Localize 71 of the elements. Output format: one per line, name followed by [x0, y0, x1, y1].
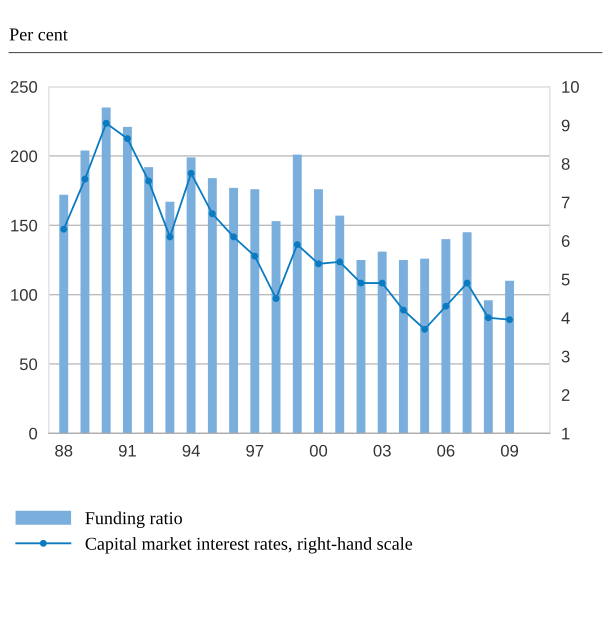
y2-tick-label: 2	[562, 389, 570, 401]
point	[506, 316, 514, 324]
y-tick-label: 200	[10, 150, 38, 162]
point	[421, 326, 428, 333]
bar	[462, 232, 472, 434]
y2-tick-label: 9	[562, 120, 570, 132]
point	[145, 178, 152, 184]
y-tick-label: 100	[11, 289, 38, 301]
y2-tick-label: 6	[562, 235, 570, 247]
bar	[208, 178, 217, 434]
x-tick-label: 00	[310, 444, 328, 457]
bar	[420, 258, 430, 434]
point	[166, 233, 174, 240]
y2-tick-label: 5	[562, 274, 570, 286]
point	[60, 226, 68, 233]
point	[124, 135, 131, 142]
bar	[378, 252, 387, 434]
x-tick-label: 06	[437, 444, 454, 457]
point	[400, 306, 407, 314]
bar	[122, 126, 132, 434]
legend-label: Funding ratio	[85, 512, 182, 528]
point	[464, 280, 471, 287]
bar	[186, 157, 196, 434]
point	[378, 280, 386, 287]
y-tick-label: 250	[10, 81, 38, 93]
y-tick-label: 150	[11, 220, 38, 232]
bar	[484, 300, 493, 434]
bar	[144, 167, 154, 434]
x-tick-label: 91	[118, 444, 136, 457]
point	[188, 170, 195, 177]
point	[484, 314, 492, 322]
bar	[102, 107, 111, 434]
point	[251, 252, 258, 260]
y2-tick-label: 8	[562, 158, 570, 170]
bar	[356, 260, 366, 434]
bar	[59, 194, 68, 434]
y-axis-title: Per cent	[10, 28, 68, 41]
x-tick-label: 94	[182, 444, 200, 457]
bar	[505, 280, 514, 434]
point	[315, 260, 322, 268]
y2-tick-label: 10	[562, 81, 579, 93]
y-tick-label: 50	[20, 358, 38, 370]
bar	[272, 221, 280, 434]
bar	[441, 239, 450, 434]
bar	[229, 188, 238, 434]
point	[230, 233, 238, 240]
point	[82, 176, 88, 183]
point	[294, 241, 301, 248]
bar	[314, 189, 323, 434]
bar	[80, 150, 90, 434]
bar	[292, 154, 302, 434]
bar	[398, 260, 408, 434]
x-tick-label: 03	[374, 444, 391, 457]
point	[102, 120, 110, 127]
point	[336, 258, 344, 266]
y-tick-label: 0	[29, 428, 38, 440]
bar	[250, 189, 260, 434]
bar	[335, 216, 344, 434]
legend-label: Capital market interest rates, right-hand scale	[86, 537, 412, 554]
x-tick-label: 09	[500, 444, 518, 457]
x-tick-label: 88	[55, 444, 72, 457]
y2-tick-label: 4	[561, 312, 570, 324]
y2-tick-label: 3	[562, 350, 570, 362]
y2-tick-label: 7	[562, 196, 570, 208]
bar	[165, 202, 174, 434]
point	[442, 302, 450, 310]
x-tick-label: 97	[246, 444, 264, 457]
point	[357, 280, 364, 287]
point	[208, 210, 216, 218]
y2-tick-label: 1	[562, 428, 570, 440]
point	[272, 295, 280, 302]
